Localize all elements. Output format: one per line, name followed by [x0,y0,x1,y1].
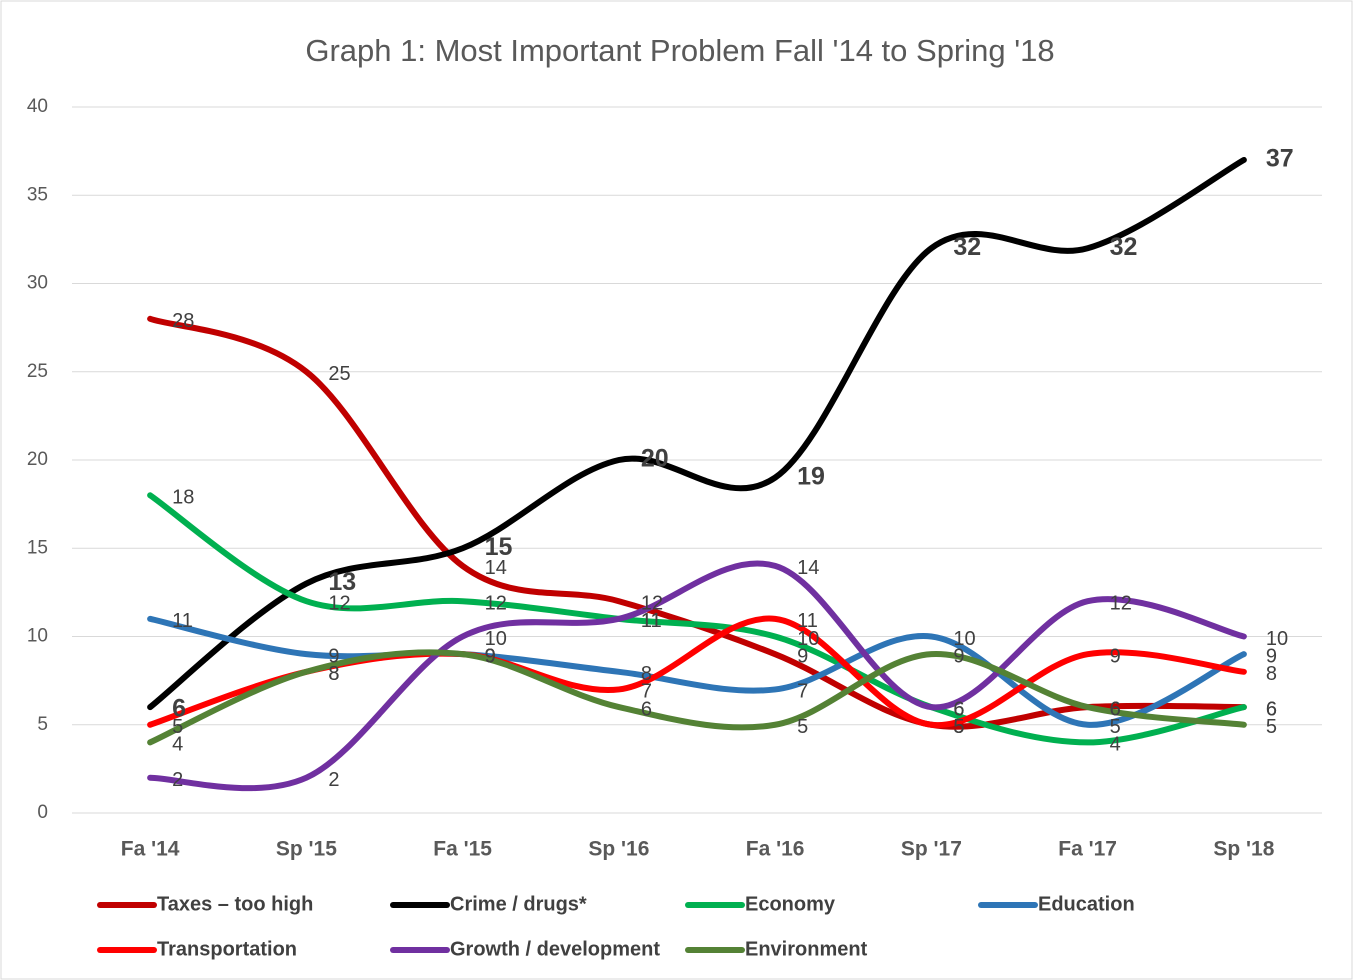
data-label: 15 [485,533,513,561]
data-label: 12 [641,592,663,614]
data-label: 10 [797,628,819,650]
data-label: 18 [172,487,194,509]
data-label: 20 [641,445,669,473]
x-tick-label: Fa '15 [433,838,492,861]
data-label: 37 [1266,145,1294,173]
data-label: 4 [1110,734,1121,756]
data-label: 11 [797,610,818,632]
data-label: 11 [641,610,662,632]
data-label: 8 [1266,663,1277,685]
data-label: 12 [1110,592,1132,614]
data-label: 9 [797,645,808,667]
data-label: 7 [641,681,652,703]
data-label: 5 [172,716,183,738]
y-tick-label: 5 [37,714,48,735]
x-tick-label: Sp '16 [588,838,649,861]
data-label: 6 [953,698,964,720]
x-tick-label: Sp '18 [1213,838,1274,861]
series-line [147,492,1247,746]
data-label: 6 [172,695,186,723]
data-label: 32 [1110,233,1138,261]
legend-label: Growth / development [450,938,660,960]
data-label: 5 [953,716,964,738]
data-label: 2 [172,769,183,791]
data-label: 14 [797,557,819,579]
data-label: 11 [641,610,662,632]
data-label: 8 [641,663,652,685]
data-label: 5 [1110,716,1121,738]
data-label: 12 [328,592,350,614]
y-tick-label: 0 [37,802,48,823]
legend-label: Education [1038,893,1135,915]
data-label: 32 [953,233,981,261]
data-label: 10 [485,628,507,650]
data-label: 11 [172,610,193,632]
data-label: 10 [1266,628,1288,650]
data-label: 2 [328,769,339,791]
data-label: 9 [485,645,496,667]
x-tick-label: Sp '15 [276,838,337,861]
legend-label: Taxes – too high [157,893,313,915]
data-label: 5 [1266,716,1277,738]
data-label: 6 [1110,698,1121,720]
data-label: 9 [328,645,339,667]
x-tick-label: Fa '17 [1058,838,1117,861]
data-label: 9 [485,645,496,667]
data-label: 6 [1266,698,1277,720]
data-label: 9 [1266,645,1277,667]
legend-label: Economy [745,893,836,915]
data-label: 5 [797,716,808,738]
series-line [147,615,1247,728]
data-label: 13 [328,568,356,596]
y-tick-label: 10 [27,626,48,647]
data-label: 6 [953,698,964,720]
data-label: 12 [485,592,507,614]
series-line [147,315,1247,730]
data-label: 6 [1266,698,1277,720]
data-label: 6 [641,698,652,720]
x-tick-label: Fa '14 [121,838,180,861]
series-line [147,156,1247,711]
x-tick-label: Fa '16 [746,838,805,861]
series-line [147,560,1247,792]
data-label: 8 [328,663,339,685]
data-label: 4 [172,734,183,756]
y-tick-label: 35 [27,184,48,205]
data-label: 9 [1110,645,1121,667]
y-tick-label: 25 [27,361,48,382]
data-label: 19 [797,462,825,490]
data-label: 25 [328,363,350,385]
data-label: 5 [953,716,964,738]
data-label: 6 [1110,698,1121,720]
data-label: 9 [485,645,496,667]
data-label: 10 [953,628,975,650]
legend-label: Transportation [157,938,297,960]
series-line [147,649,1247,746]
data-label: 14 [485,557,507,579]
y-tick-label: 20 [27,449,48,470]
y-tick-label: 15 [27,537,48,558]
data-label: 28 [172,310,194,332]
y-tick-label: 40 [27,96,48,117]
legend-label: Environment [745,938,868,960]
data-label: 8 [328,663,339,685]
y-tick-label: 30 [27,273,48,294]
legend-label: Crime / drugs* [450,893,587,915]
data-label: 9 [953,645,964,667]
x-tick-label: Sp '17 [901,838,962,861]
data-label: 7 [797,681,808,703]
chart-title: Graph 1: Most Important Problem Fall '14… [305,33,1054,68]
